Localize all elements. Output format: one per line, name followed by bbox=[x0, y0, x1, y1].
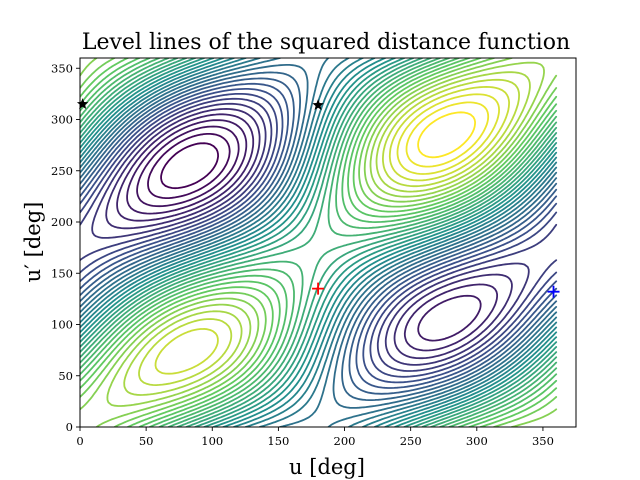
y-tick-label: 300 bbox=[51, 113, 73, 127]
contour-level-line bbox=[106, 61, 545, 407]
contour-level-line bbox=[80, 58, 558, 427]
contour-level-line bbox=[80, 58, 558, 427]
x-tick-label: 300 bbox=[466, 434, 488, 448]
contour-level-line bbox=[116, 113, 498, 352]
star-marker bbox=[76, 98, 89, 109]
y-tick-label: 150 bbox=[51, 266, 73, 280]
x-tick-label: 50 bbox=[139, 434, 154, 448]
y-axis-label: u′ [deg] bbox=[21, 202, 45, 283]
contour-level-line bbox=[80, 82, 558, 389]
plus-marker bbox=[547, 285, 560, 298]
contour-level-line bbox=[80, 58, 558, 427]
contour-level-line bbox=[396, 93, 500, 175]
contour-level-line bbox=[160, 142, 219, 190]
contour-level-line bbox=[80, 77, 558, 395]
contour-level-line bbox=[80, 93, 558, 378]
x-tick-label: 250 bbox=[400, 434, 422, 448]
x-tick-label: 350 bbox=[532, 434, 554, 448]
y-tick-label: 250 bbox=[51, 164, 73, 178]
contour-level-line bbox=[147, 133, 231, 199]
contour-lines bbox=[80, 58, 558, 427]
contour-level-line bbox=[105, 108, 513, 360]
contour-level-line bbox=[136, 125, 240, 208]
y-tick-label: 100 bbox=[51, 318, 73, 332]
contour-level-line bbox=[405, 101, 490, 168]
contour-level-line bbox=[154, 86, 510, 375]
y-tick-label: 0 bbox=[66, 420, 73, 434]
contour-level-line bbox=[80, 88, 558, 384]
contour-level-line bbox=[126, 119, 482, 342]
x-axis-ticks: 0 50 100 150 200 250 300 350 bbox=[76, 427, 554, 448]
x-tick-label: 150 bbox=[267, 434, 289, 448]
plus-marker bbox=[312, 282, 325, 295]
contour-level-line bbox=[138, 78, 520, 386]
contour-level-line bbox=[123, 71, 531, 396]
contour-level-line bbox=[80, 97, 558, 372]
contour-level-line bbox=[80, 58, 558, 427]
chart-title: Level lines of the squared distance func… bbox=[82, 30, 570, 55]
y-tick-label: 50 bbox=[58, 369, 73, 383]
y-tick-label: 350 bbox=[51, 61, 73, 75]
chart-markers bbox=[76, 98, 560, 298]
y-axis-ticks: 0 50 100 150 200 250 300 350 bbox=[51, 61, 80, 434]
contour-level-line bbox=[417, 111, 476, 159]
contour-level-line bbox=[80, 64, 558, 409]
plot-area-frame bbox=[79, 57, 577, 428]
contour-level-line bbox=[91, 102, 530, 366]
x-tick-label: 200 bbox=[334, 434, 356, 448]
y-tick-label: 200 bbox=[51, 215, 73, 229]
star-marker bbox=[312, 99, 324, 110]
x-tick-label: 0 bbox=[76, 434, 83, 448]
x-tick-label: 100 bbox=[201, 434, 223, 448]
x-axis-label: u [deg] bbox=[289, 455, 365, 479]
contour-level-line bbox=[80, 71, 558, 401]
